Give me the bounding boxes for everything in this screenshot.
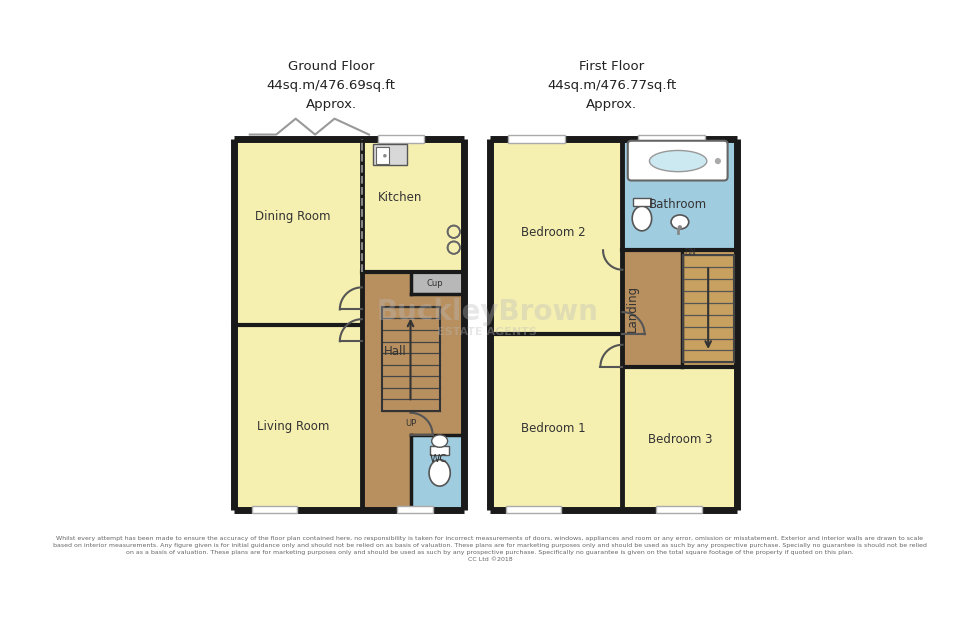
Bar bbox=[378, 135, 423, 142]
Ellipse shape bbox=[432, 435, 448, 447]
Bar bbox=[382, 307, 440, 411]
Text: Bedroom 2: Bedroom 2 bbox=[521, 226, 586, 239]
Text: Bedroom 3: Bedroom 3 bbox=[648, 433, 712, 445]
Text: Dining Room: Dining Room bbox=[255, 210, 331, 223]
Ellipse shape bbox=[671, 215, 689, 229]
Text: Whilst every attempt has been made to ensure the accuracy of the floor plan cont: Whilst every attempt has been made to en… bbox=[53, 537, 927, 562]
Circle shape bbox=[383, 154, 387, 158]
Bar bbox=[633, 198, 651, 206]
Bar bbox=[362, 139, 464, 272]
Bar bbox=[252, 506, 298, 513]
Bar bbox=[411, 272, 464, 294]
Text: Ground Floor
44sq.m/476.69sq.ft
Approx.: Ground Floor 44sq.m/476.69sq.ft Approx. bbox=[267, 60, 396, 112]
Text: BuckleyBrown: BuckleyBrown bbox=[376, 298, 598, 326]
Bar bbox=[362, 272, 464, 435]
Bar bbox=[376, 147, 389, 163]
Bar bbox=[373, 144, 407, 165]
Bar bbox=[622, 250, 682, 367]
Text: Living Room: Living Room bbox=[257, 420, 329, 433]
Ellipse shape bbox=[632, 206, 652, 231]
Text: First Floor
44sq.m/476.77sq.ft
Approx.: First Floor 44sq.m/476.77sq.ft Approx. bbox=[547, 60, 676, 112]
Text: ESTATE AGENTS: ESTATE AGENTS bbox=[437, 326, 537, 337]
Ellipse shape bbox=[650, 151, 707, 172]
Bar bbox=[656, 506, 702, 513]
Bar bbox=[397, 506, 432, 513]
Text: UP: UP bbox=[405, 419, 416, 428]
Bar bbox=[362, 435, 411, 510]
Bar bbox=[622, 139, 737, 250]
Bar bbox=[506, 506, 561, 513]
Bar bbox=[234, 139, 362, 510]
Bar bbox=[638, 135, 705, 142]
Text: Bathroom: Bathroom bbox=[649, 198, 708, 211]
Bar bbox=[683, 254, 734, 362]
FancyBboxPatch shape bbox=[628, 141, 727, 181]
Text: Bedroom 1: Bedroom 1 bbox=[521, 422, 586, 435]
Bar bbox=[682, 250, 737, 367]
Text: WC: WC bbox=[430, 454, 448, 463]
Text: Cup: Cup bbox=[427, 279, 444, 288]
Circle shape bbox=[714, 158, 721, 164]
Text: Landing: Landing bbox=[625, 285, 639, 332]
Bar bbox=[430, 446, 450, 455]
Bar bbox=[490, 334, 622, 510]
Bar bbox=[622, 367, 737, 510]
Text: Kitchen: Kitchen bbox=[377, 191, 422, 204]
Bar bbox=[411, 435, 464, 510]
Bar bbox=[490, 139, 622, 334]
Text: Hall: Hall bbox=[384, 345, 407, 358]
Text: DN: DN bbox=[684, 247, 696, 256]
Bar bbox=[508, 135, 565, 142]
Circle shape bbox=[678, 225, 682, 229]
Ellipse shape bbox=[429, 460, 450, 486]
